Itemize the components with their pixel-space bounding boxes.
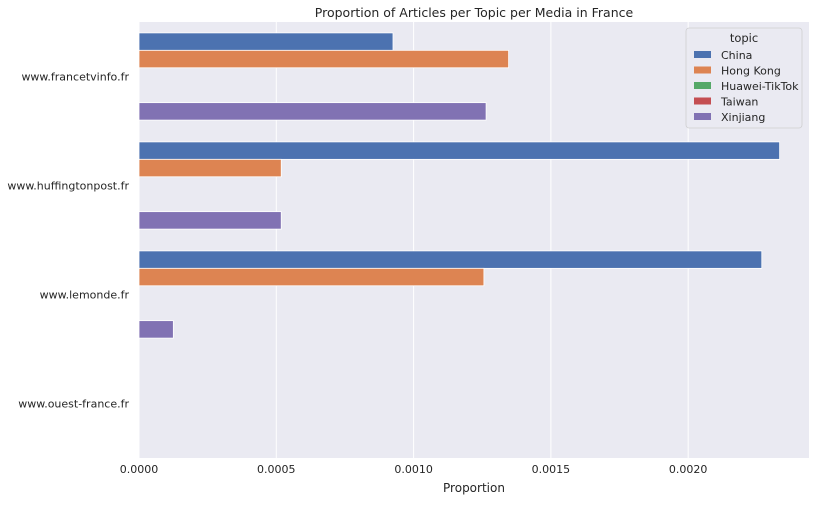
y-tick-labels: www.francetvinfo.fr www.huffingtonpost.fr… (7, 71, 129, 411)
legend-label: Huawei-TikTok (721, 80, 799, 93)
x-tick-label: 0.0005 (257, 463, 296, 476)
bar-china (138, 250, 763, 269)
legend: topic China Hong Kong Huawei-TikTok Taiwan X… (685, 27, 803, 129)
x-tick-label: 0.0015 (532, 463, 571, 476)
x-tick-label: 0.0020 (669, 463, 708, 476)
legend-label: China (721, 49, 752, 62)
x-tick-label: 0.0010 (394, 463, 433, 476)
legend-title: topic (730, 31, 758, 45)
y-tick-label: www.huffingtonpost.fr (7, 180, 129, 193)
legend-box (685, 27, 803, 129)
bar-hong-kong (138, 49, 509, 69)
legend-swatch (694, 113, 711, 120)
x-tick-label: 0.0000 (120, 463, 159, 476)
legend-swatch (694, 66, 711, 74)
bar-xinjiang (138, 211, 282, 230)
y-tick-label: www.francetvinfo.fr (21, 71, 129, 84)
bar-china (138, 141, 781, 160)
y-tick-label: www.ouest-france.fr (18, 398, 129, 411)
legend-swatch (694, 82, 711, 89)
legend-label: Xinjiang (721, 111, 765, 124)
grid-lines (138, 22, 689, 458)
legend-swatch (694, 51, 711, 58)
y-tick-label: www.lemonde.fr (40, 289, 130, 302)
legend-swatch (694, 97, 711, 105)
legend-items: China Hong Kong Huawei-TikTok Taiwan Xinjian… (694, 49, 799, 124)
chart-title: Proportion of Articles per Topic per Med… (315, 5, 634, 20)
bar-hong-kong (138, 158, 282, 178)
legend-label: Taiwan (720, 96, 758, 109)
bar-xinjiang (138, 320, 174, 339)
bar-hong-kong (138, 267, 485, 287)
bar-xinjiang (138, 102, 487, 121)
bars (138, 32, 781, 339)
legend-label: Hong Kong (721, 65, 781, 78)
x-tick-labels: 0.0000 0.0005 0.0010 0.0015 0.0020 (120, 463, 708, 476)
x-axis-label: Proportion (443, 481, 505, 495)
bar-china (138, 32, 394, 51)
